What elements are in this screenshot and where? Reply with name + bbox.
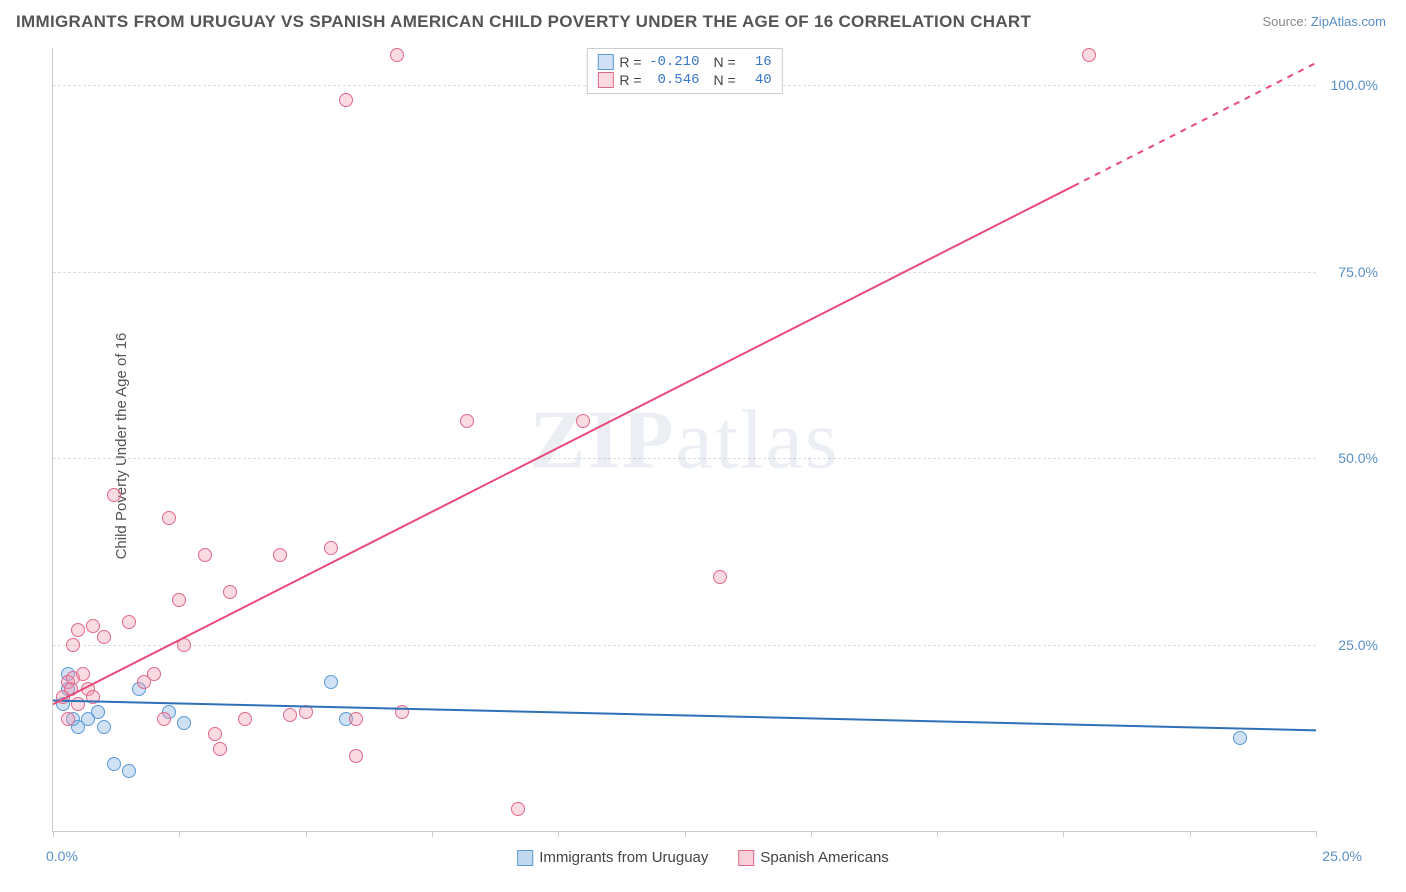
source-link[interactable]: ZipAtlas.com [1311, 14, 1386, 29]
data-point [390, 48, 404, 62]
x-tick [1316, 831, 1317, 837]
data-point [157, 712, 171, 726]
data-point [61, 712, 75, 726]
y-tick-label: 25.0% [1338, 637, 1378, 653]
stat-N-value: 40 [742, 72, 772, 88]
legend-swatch [738, 850, 754, 866]
data-point [91, 705, 105, 719]
x-tick [685, 831, 686, 837]
watermark-atlas: atlas [676, 393, 840, 486]
gridline [53, 645, 1316, 646]
legend-swatch [517, 850, 533, 866]
data-point [147, 667, 161, 681]
chart-title: IMMIGRANTS FROM URUGUAY VS SPANISH AMERI… [16, 12, 1031, 32]
data-point [349, 712, 363, 726]
data-point [223, 585, 237, 599]
data-point [107, 488, 121, 502]
data-point [172, 593, 186, 607]
x-tick [558, 831, 559, 837]
x-tick [53, 831, 54, 837]
y-tick-label: 50.0% [1338, 450, 1378, 466]
data-point [86, 690, 100, 704]
y-tick-label: 75.0% [1338, 264, 1378, 280]
data-point [122, 615, 136, 629]
data-point [97, 720, 111, 734]
legend-item: Spanish Americans [738, 849, 888, 866]
data-point [66, 638, 80, 652]
stat-N-value: 16 [742, 54, 772, 70]
watermark-zip: ZIP [530, 393, 676, 486]
data-point [1233, 731, 1247, 745]
data-point [97, 630, 111, 644]
x-tick [1190, 831, 1191, 837]
source-prefix: Source: [1262, 14, 1310, 29]
data-point [177, 716, 191, 730]
stat-row: R = -0.210 N = 16 [597, 53, 771, 71]
correlation-stat-box: R = -0.210 N = 16 R = 0.546 N = 40 [586, 48, 782, 94]
data-point [71, 623, 85, 637]
gridline [53, 458, 1316, 459]
data-point [122, 764, 136, 778]
x-tick [937, 831, 938, 837]
data-point [76, 667, 90, 681]
legend-label: Immigrants from Uruguay [539, 849, 708, 866]
legend-item: Immigrants from Uruguay [517, 849, 708, 866]
data-point [198, 548, 212, 562]
x-tick [306, 831, 307, 837]
data-point [324, 675, 338, 689]
data-point [162, 511, 176, 525]
data-point [299, 705, 313, 719]
data-point [576, 414, 590, 428]
gridline [53, 272, 1316, 273]
data-point [273, 548, 287, 562]
data-point [395, 705, 409, 719]
x-tick [179, 831, 180, 837]
data-point [283, 708, 297, 722]
x-tick [811, 831, 812, 837]
data-point [208, 727, 222, 741]
data-point [713, 570, 727, 584]
x-tick [432, 831, 433, 837]
stat-row: R = 0.546 N = 40 [597, 71, 771, 89]
data-point [107, 757, 121, 771]
stat-R-label: R = [619, 54, 641, 70]
chart-plot-area: ZIPatlas R = -0.210 N = 16 R = 0.546 N =… [52, 48, 1316, 832]
x-axis-min-label: 0.0% [46, 848, 78, 864]
data-point [339, 93, 353, 107]
data-point [213, 742, 227, 756]
legend-label: Spanish Americans [760, 849, 888, 866]
stat-N-label: N = [714, 54, 736, 70]
stat-R-label: R = [619, 72, 641, 88]
stat-swatch [597, 72, 613, 88]
data-point [1082, 48, 1096, 62]
x-axis-max-label: 25.0% [1322, 848, 1362, 864]
stat-R-value: 0.546 [648, 72, 700, 88]
data-point [324, 541, 338, 555]
watermark: ZIPatlas [530, 391, 840, 488]
stat-swatch [597, 54, 613, 70]
source-attribution: Source: ZipAtlas.com [1262, 14, 1386, 29]
stat-N-label: N = [714, 72, 736, 88]
data-point [511, 802, 525, 816]
x-tick [1063, 831, 1064, 837]
data-point [71, 697, 85, 711]
data-point [460, 414, 474, 428]
data-point [177, 638, 191, 652]
y-tick-label: 100.0% [1331, 77, 1378, 93]
legend-bottom: Immigrants from Uruguay Spanish American… [517, 849, 889, 866]
data-point [238, 712, 252, 726]
data-point [349, 749, 363, 763]
stat-R-value: -0.210 [648, 54, 700, 70]
